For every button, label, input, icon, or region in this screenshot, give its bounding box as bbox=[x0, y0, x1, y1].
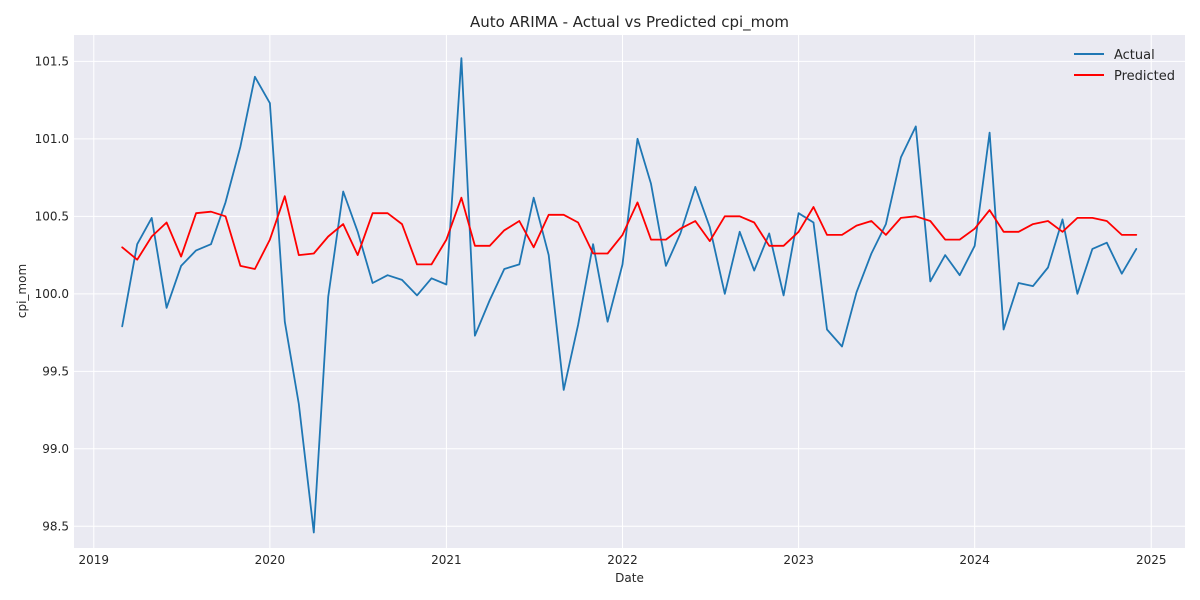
x-tick-label: 2021 bbox=[431, 553, 462, 567]
x-tick-label: 2024 bbox=[959, 553, 990, 567]
y-tick-label: 101.5 bbox=[35, 54, 69, 68]
series-line-actual bbox=[121, 57, 1138, 534]
legend-label-predicted: Predicted bbox=[1114, 69, 1175, 84]
series-layer bbox=[121, 57, 1138, 534]
y-tick-label: 98.5 bbox=[42, 519, 69, 533]
x-tick-label: 2023 bbox=[783, 553, 814, 567]
x-axis-label: Date bbox=[615, 571, 644, 585]
y-tick-label: 100.0 bbox=[35, 287, 69, 301]
legend: Actual Predicted bbox=[1074, 48, 1175, 84]
legend-label-actual: Actual bbox=[1114, 48, 1155, 63]
x-tick-label: 2025 bbox=[1136, 553, 1167, 567]
y-tick-label: 101.0 bbox=[35, 132, 69, 146]
chart-title: Auto ARIMA - Actual vs Predicted cpi_mom bbox=[470, 13, 789, 32]
y-axis-label: cpi_mom bbox=[15, 264, 29, 318]
x-tick-label: 2022 bbox=[607, 553, 638, 567]
y-tick-label: 99.0 bbox=[42, 442, 69, 456]
y-tick-label: 99.5 bbox=[42, 364, 69, 378]
grid bbox=[74, 35, 1185, 548]
y-tick-label: 100.5 bbox=[35, 209, 69, 223]
x-tick-label: 2019 bbox=[79, 553, 110, 567]
tick-labels: 2019 2020 2021 2022 2023 2024 2025 98.5 99.0 99.5… bbox=[35, 54, 1167, 567]
plot-area bbox=[74, 35, 1185, 548]
x-tick-label: 2020 bbox=[255, 553, 286, 567]
series-line-predicted bbox=[121, 195, 1138, 270]
